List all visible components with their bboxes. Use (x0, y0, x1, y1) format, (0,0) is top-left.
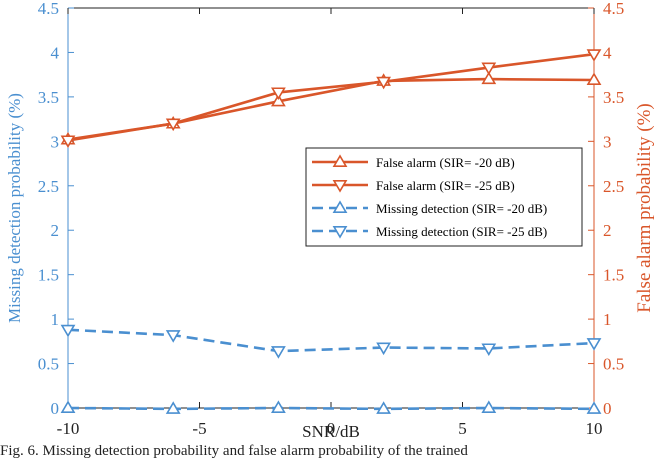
right-y-tick-label: 1.5 (603, 266, 624, 285)
right-axis-title: False alarm probability (%) (634, 103, 655, 312)
data-point-marker (376, 401, 391, 414)
series-line (67, 52, 595, 142)
data-point-marker (60, 400, 76, 414)
data-point-marker (332, 200, 348, 213)
x-tick-label: 5 (458, 419, 467, 438)
data-point-marker (586, 72, 602, 85)
data-point-marker (332, 154, 348, 167)
right-y-tick-label: 2.5 (603, 177, 624, 196)
data-point-marker (165, 330, 181, 343)
data-point-marker (60, 135, 76, 149)
data-point-marker (586, 338, 602, 351)
left-y-tick-label: 2 (51, 221, 60, 240)
left-y-tick-label: 3.5 (38, 88, 59, 107)
right-y-tick-label: 3.5 (603, 88, 624, 107)
series-group (60, 49, 602, 149)
data-point-marker (60, 324, 76, 338)
data-point-marker (481, 62, 497, 76)
series-lines (60, 49, 602, 414)
data-point-marker (332, 180, 348, 193)
data-point-marker (376, 342, 391, 356)
right-y-tick-label: 4.5 (603, 0, 624, 18)
right-y-tick-label: 0 (603, 399, 612, 418)
axis-ticks: 0 0 0.5 0.5 1 1 1.5 1.5 2 2 2.5 2.5 3 3 3.5 3.5 4 4 4.5 4.5… (38, 0, 625, 438)
legend-label: False alarm (SIR= -25 dB) (376, 178, 515, 193)
figure-caption: Fig. 6. Missing detection probability an… (0, 443, 468, 459)
data-point-marker (586, 49, 602, 62)
data-point-marker (271, 400, 286, 414)
left-y-tick-label: 3 (51, 132, 60, 151)
right-y-tick-label: 4 (603, 43, 612, 62)
left-y-tick-label: 4.5 (38, 0, 59, 18)
series-group (60, 324, 602, 359)
data-point-marker (165, 401, 181, 414)
x-tick-label: -10 (57, 419, 80, 438)
left-y-tick-label: 1 (51, 310, 60, 329)
legend-label: Missing detection (SIR= -20 dB) (376, 201, 547, 216)
data-point-marker (481, 343, 497, 357)
series-line (67, 406, 595, 411)
series-line (67, 328, 595, 353)
data-point-marker (376, 76, 391, 90)
legend-label: Missing detection (SIR= -25 dB) (376, 224, 547, 239)
left-y-tick-label: 0.5 (38, 355, 59, 374)
legend: False alarm (SIR= -20 dB) False alarm (SI… (305, 147, 583, 247)
data-point-marker (332, 226, 348, 239)
left-y-tick-label: 2.5 (38, 177, 59, 196)
legend-label: False alarm (SIR= -20 dB) (376, 155, 515, 170)
x-tick-label: 0 (327, 419, 336, 438)
left-axis-title: Missing detection probability (%) (5, 93, 24, 323)
data-point-marker (481, 400, 497, 414)
left-y-tick-label: 1.5 (38, 266, 59, 285)
data-point-marker (271, 87, 286, 101)
right-y-tick-label: 1 (603, 310, 612, 329)
legend-box (305, 147, 583, 247)
right-y-tick-label: 0.5 (603, 355, 624, 374)
data-point-marker (165, 118, 181, 132)
right-y-tick-label: 2 (603, 221, 612, 240)
x-tick-label: 10 (586, 419, 603, 438)
dual-axis-line-chart: 0 0 0.5 0.5 1 1 1.5 1.5 2 2 2.5 2.5 3 3 3.5 3.5 4 4 4.5 4.5… (5, 0, 655, 441)
right-y-tick-label: 3 (603, 132, 612, 151)
x-tick-label: -5 (192, 419, 206, 438)
left-y-tick-label: 4 (51, 43, 60, 62)
x-axis-title: SNR/dB (302, 422, 360, 441)
data-point-marker (271, 93, 286, 107)
data-point-marker (481, 71, 497, 85)
data-point-marker (586, 401, 602, 414)
data-point-marker (271, 346, 286, 359)
series-group (60, 400, 602, 414)
left-y-tick-label: 0 (51, 399, 60, 418)
